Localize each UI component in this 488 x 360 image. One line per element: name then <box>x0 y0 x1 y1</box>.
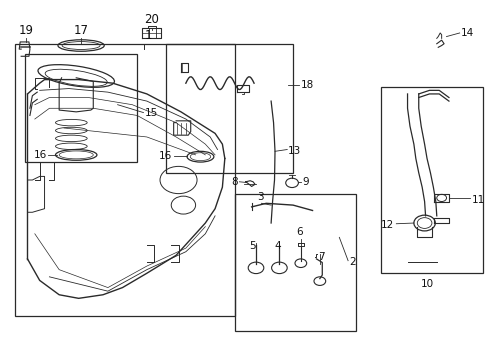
Bar <box>380 87 482 273</box>
Text: 16: 16 <box>34 150 47 160</box>
Text: 2: 2 <box>349 257 355 267</box>
Text: 8: 8 <box>231 177 238 187</box>
Text: 13: 13 <box>287 145 301 156</box>
Text: 12: 12 <box>380 220 394 230</box>
Text: 5: 5 <box>249 241 255 251</box>
Text: 15: 15 <box>144 108 158 118</box>
Text: 4: 4 <box>274 241 280 251</box>
Text: 11: 11 <box>470 195 484 205</box>
Text: 14: 14 <box>460 28 473 38</box>
Text: 7: 7 <box>318 252 325 262</box>
Text: 16: 16 <box>159 150 172 161</box>
Text: 3: 3 <box>257 192 264 202</box>
Text: 1: 1 <box>144 29 152 42</box>
Text: 10: 10 <box>420 279 433 289</box>
Text: 9: 9 <box>302 177 309 187</box>
Text: 19: 19 <box>19 23 34 37</box>
Text: 6: 6 <box>295 228 302 237</box>
Text: 20: 20 <box>144 13 159 26</box>
Text: 18: 18 <box>300 80 313 90</box>
Bar <box>15 44 234 316</box>
Bar <box>166 44 292 173</box>
Bar <box>25 54 137 162</box>
Bar <box>234 194 356 330</box>
Text: 17: 17 <box>73 23 88 37</box>
